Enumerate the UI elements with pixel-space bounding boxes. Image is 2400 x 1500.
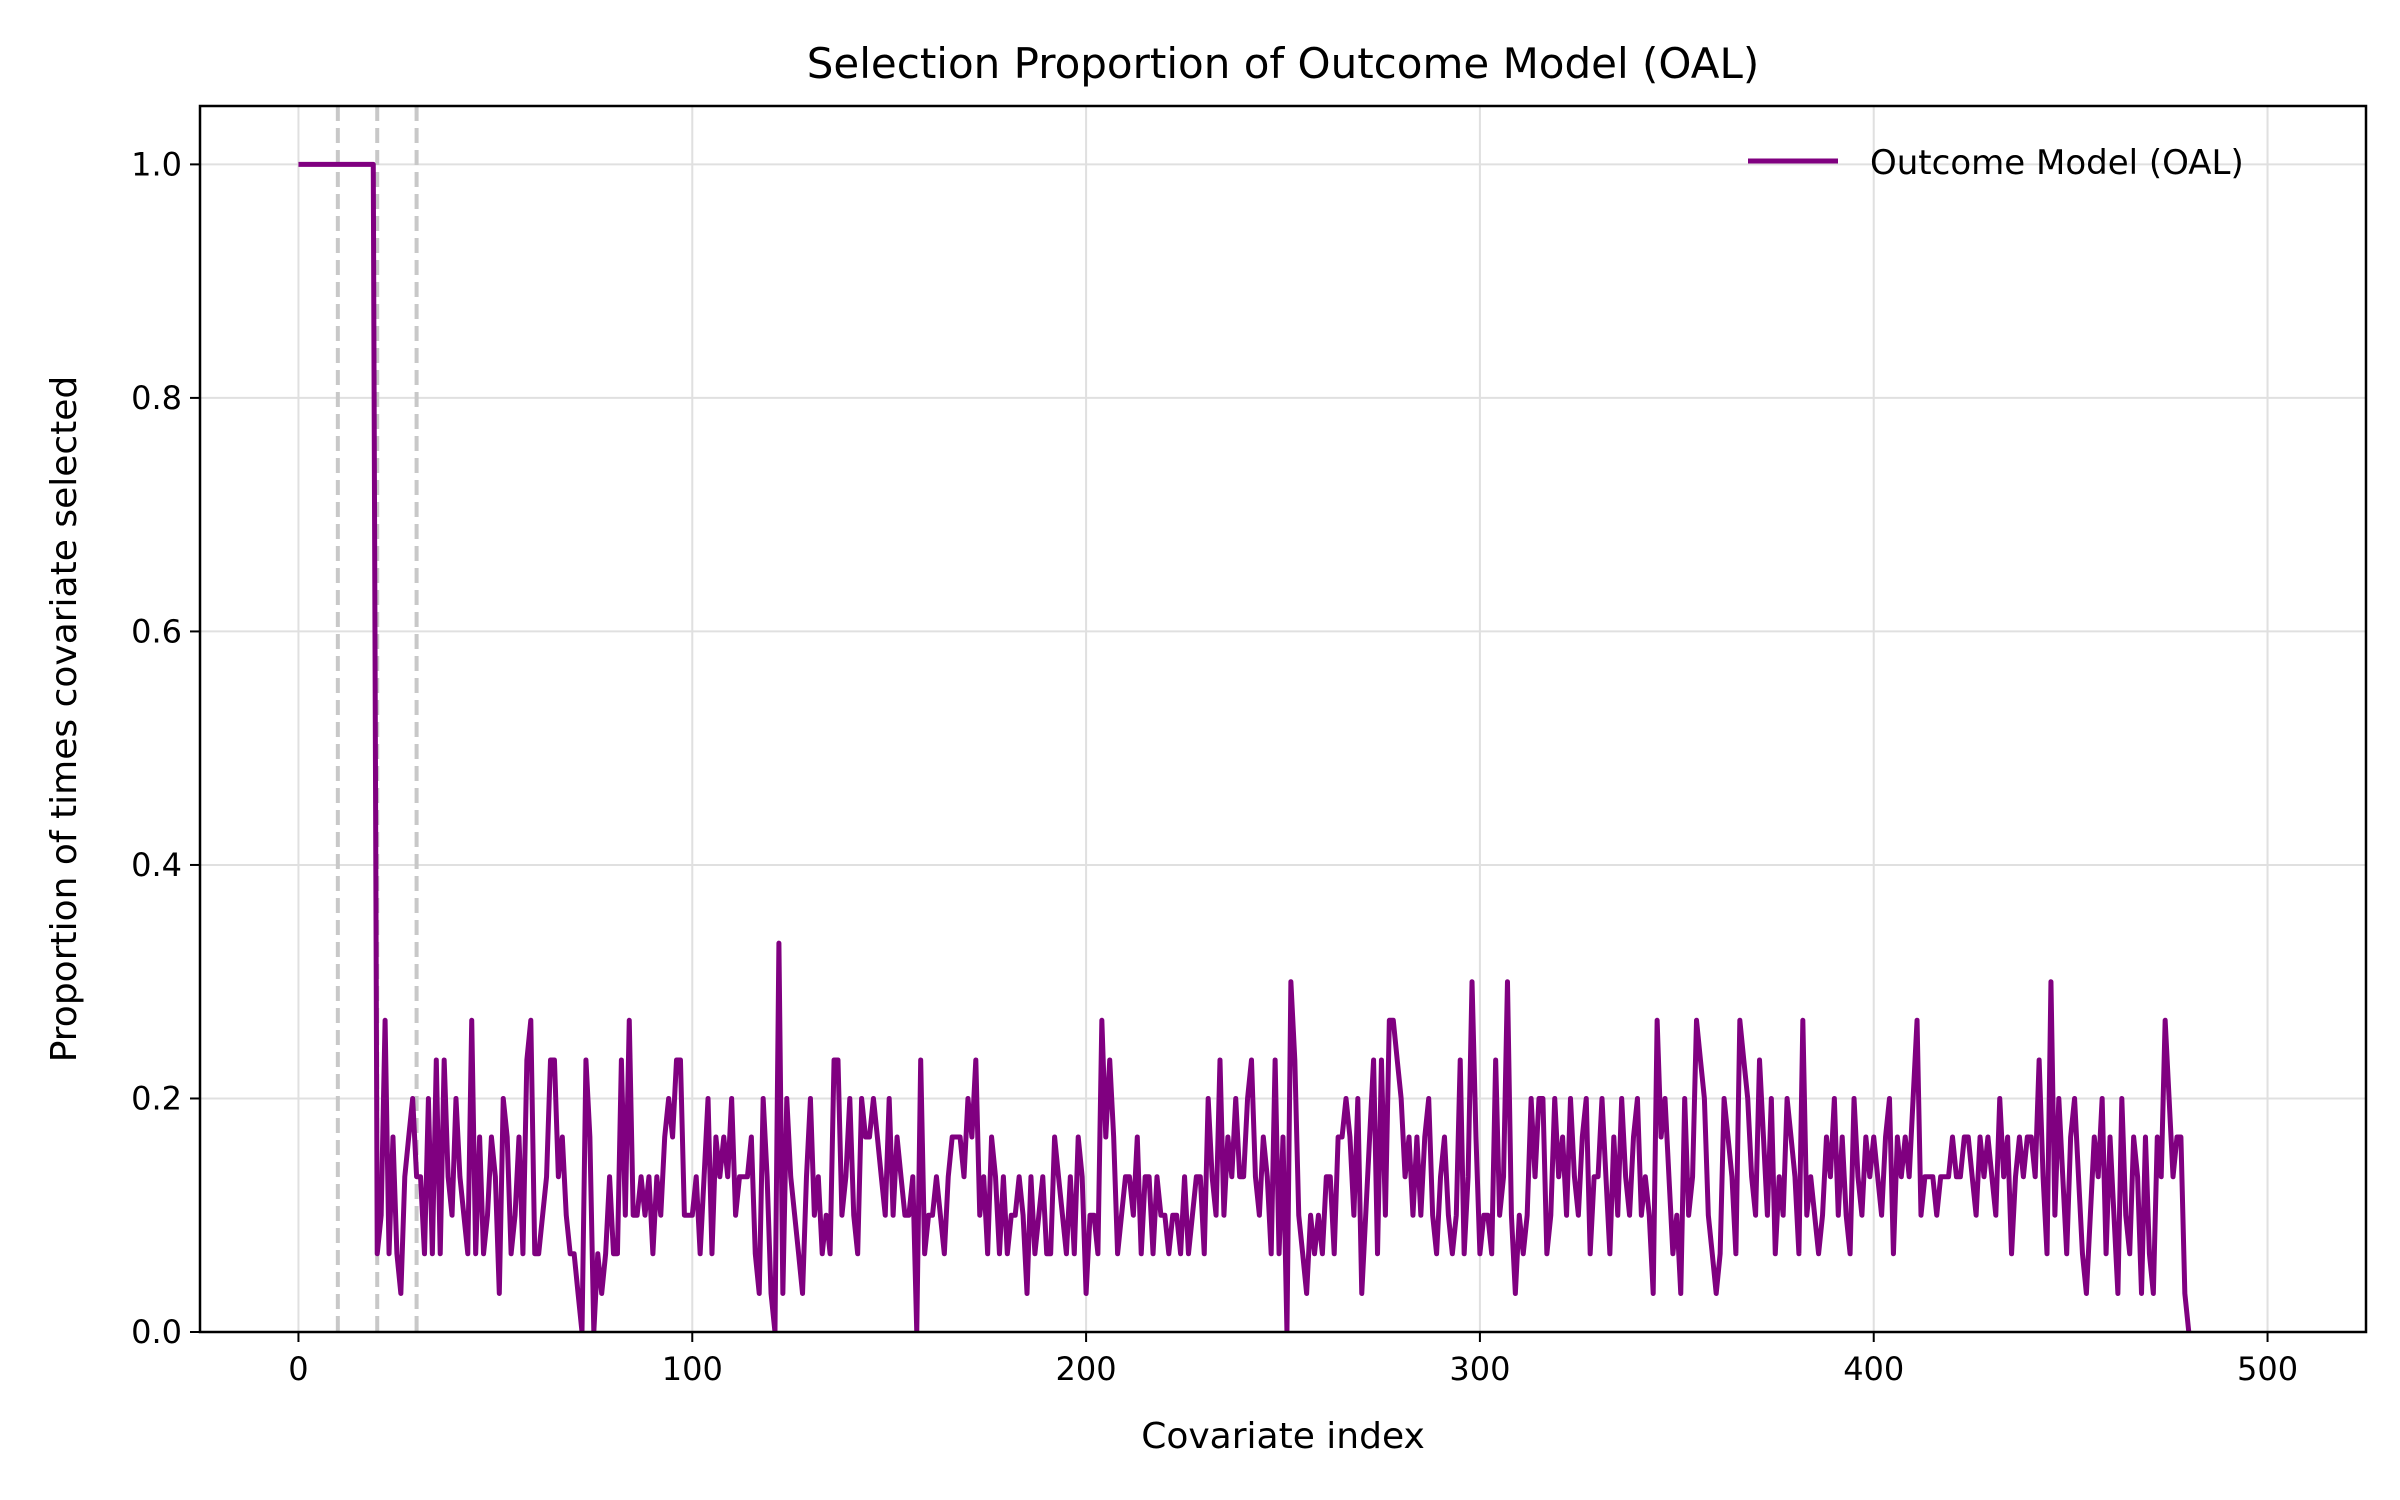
series-line <box>298 161 2192 1332</box>
chart-title: Selection Proportion of Outcome Model (O… <box>807 39 1760 88</box>
x-tick-label: 100 <box>662 1350 723 1388</box>
x-tick-label: 500 <box>2237 1350 2298 1388</box>
legend-label: Outcome Model (OAL) <box>1870 143 2244 183</box>
x-tick-label: 300 <box>1449 1350 1510 1388</box>
x-axis-ticks: 0 100 200 300 400 500 <box>288 1332 2298 1388</box>
y-tick-label: 0.2 <box>131 1079 182 1117</box>
x-axis-title: Covariate index <box>1141 1416 1425 1457</box>
y-tick-label: 0.0 <box>131 1313 182 1351</box>
series-group <box>298 161 2192 1332</box>
legend: Outcome Model (OAL) <box>1748 143 2244 183</box>
y-axis-title: Proportion of times covariate selected <box>44 376 85 1063</box>
y-tick-label: 0.4 <box>131 846 182 884</box>
y-tick-label: 1.0 <box>131 145 182 183</box>
x-tick-label: 200 <box>1056 1350 1117 1388</box>
y-axis-ticks: 0.0 0.2 0.4 0.6 0.8 1.0 <box>131 145 200 1351</box>
x-tick-label: 0 <box>288 1350 308 1388</box>
plot-frame <box>198 104 2368 1334</box>
y-tick-label: 0.6 <box>131 612 182 650</box>
y-tick-label: 0.8 <box>131 379 182 417</box>
x-tick-label: 400 <box>1843 1350 1904 1388</box>
